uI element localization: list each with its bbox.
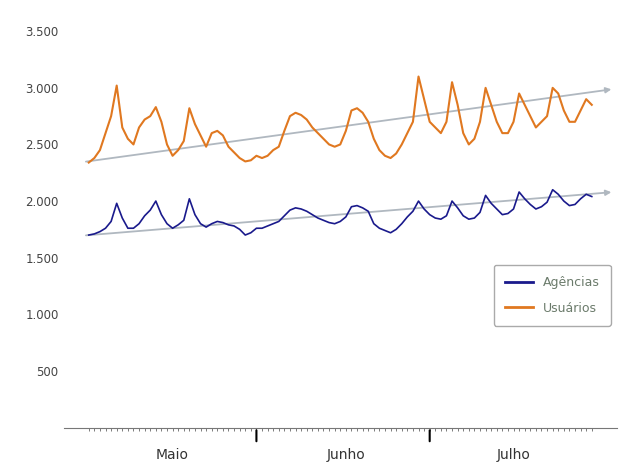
Text: Julho: Julho [497,448,530,462]
Text: Maio: Maio [156,448,189,462]
Text: Junho: Junho [326,448,365,462]
Legend: Agências, Usuários: Agências, Usuários [494,265,611,326]
